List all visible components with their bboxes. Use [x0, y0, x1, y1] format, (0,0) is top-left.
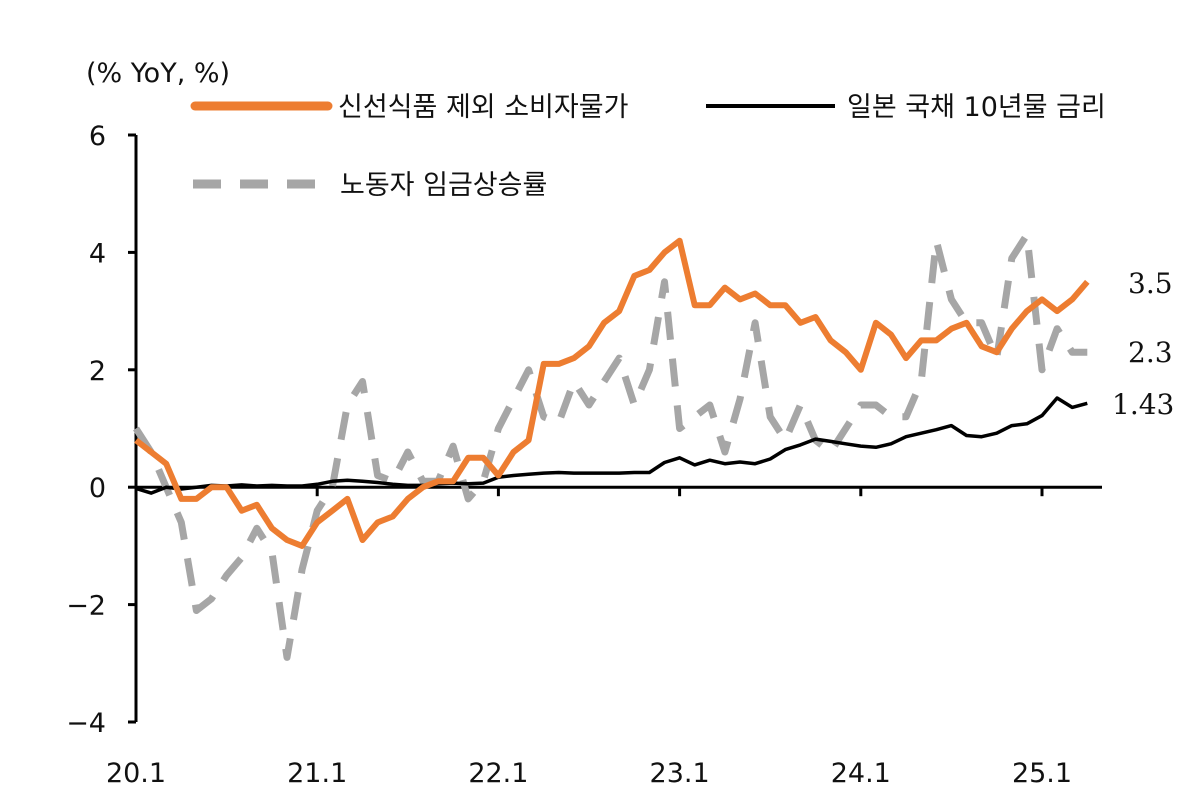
x-tick-label: 22.1 [468, 758, 528, 789]
legend-label-jgb-10y: 일본 국채 10년물 금리 [847, 92, 1106, 123]
x-tick-label: 21.1 [287, 758, 347, 789]
end-labels: 3.5 1.43 2.3 [1112, 267, 1174, 421]
x-tick-label: 20.1 [106, 758, 166, 789]
x-tick-label: 25.1 [1012, 758, 1072, 789]
series-group [133, 231, 1090, 661]
y-tick-label: −4 [66, 708, 106, 739]
y-tick-label: 4 [89, 238, 106, 269]
x-tick-label: 23.1 [650, 758, 710, 789]
y-tick-label: 0 [89, 473, 106, 504]
y-tick-label: 2 [89, 356, 106, 387]
x-tick-label: 24.1 [831, 758, 891, 789]
legend-label-core-cpi: 신선식품 제외 소비자물가 [338, 92, 628, 123]
end-label-jgb-10y: 1.43 [1112, 388, 1174, 421]
end-label-core-cpi: 3.5 [1128, 267, 1173, 300]
x-axis: 20.1 21.1 22.1 23.1 24.1 25.1 [106, 485, 1102, 789]
end-label-wage: 2.3 [1128, 336, 1173, 369]
series-line-jgb-10y [135, 396, 1088, 495]
series-line-core-cpi [134, 237, 1090, 549]
y-tick-label: 6 [89, 121, 106, 152]
series-line-wage [133, 231, 1088, 661]
legend: 신선식품 제외 소비자물가 일본 국채 10년물 금리 노동자 임금상승률 [190, 92, 1106, 201]
y-axis: −4 −2 0 2 4 6 [66, 121, 138, 739]
unit-label: (% YoY, %) [86, 58, 230, 89]
y-tick-label: −2 [66, 591, 106, 622]
legend-label-wage: 노동자 임금상승률 [340, 170, 547, 201]
